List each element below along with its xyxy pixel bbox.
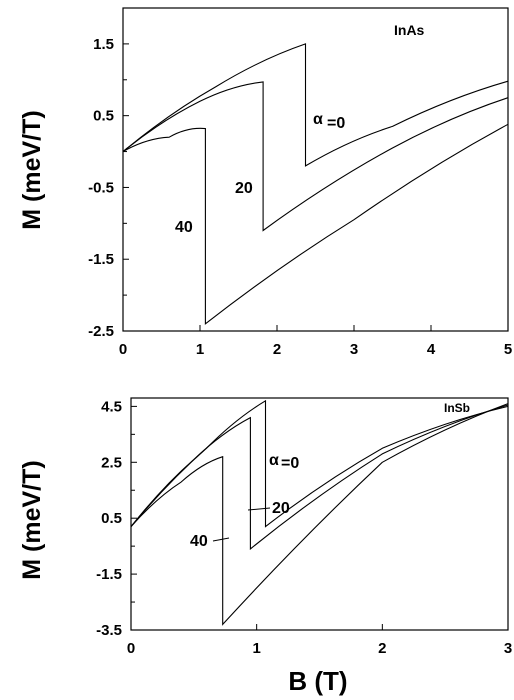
insb-curve-label-0: =0 bbox=[281, 455, 299, 472]
inas-y-tick-label: -1.5 bbox=[88, 251, 114, 268]
insb-y-tick-label: 2.5 bbox=[101, 454, 122, 471]
inas-ticks: 0 1 2 3 4 5 1.5 0.5 -0.5 -1.5 -2.5 bbox=[88, 36, 512, 358]
insb-x-tick-label: 3 bbox=[504, 640, 512, 657]
inas-curves bbox=[122, 43, 509, 325]
insb-ticks: 0 1 2 3 4.5 2.5 0.5 -1.5 -3.5 bbox=[96, 398, 512, 657]
insb-x-tick-label: 2 bbox=[378, 640, 386, 657]
insb-series-0 bbox=[130, 399, 509, 528]
inas-y-tick-label: -0.5 bbox=[88, 179, 114, 196]
inas-y-tick-label: -2.5 bbox=[88, 323, 114, 340]
inas-x-tick-label: 5 bbox=[504, 341, 512, 358]
inas-curve-label-20: 20 bbox=[235, 180, 253, 197]
x-axis-label: B (T) bbox=[288, 666, 347, 696]
insb-y-tick-label: -1.5 bbox=[96, 566, 122, 583]
insb-curves bbox=[130, 399, 509, 626]
inas-plot-frame bbox=[122, 7, 509, 332]
inas-material-label: InAs bbox=[394, 22, 425, 38]
inas-x-tick-label: 4 bbox=[427, 341, 436, 358]
inas-y-tick-label: 1.5 bbox=[93, 36, 114, 53]
inas-y-tick-label: 0.5 bbox=[93, 108, 114, 125]
inas-curve-label-40: 40 bbox=[175, 219, 193, 236]
insb-x-tick-label: 1 bbox=[252, 640, 260, 657]
insb-label-40-leader bbox=[212, 537, 230, 542]
inas-x-tick-label: 3 bbox=[350, 341, 358, 358]
inas-alpha-symbol: α bbox=[313, 111, 323, 128]
insb-chart: 0 1 2 3 4.5 2.5 0.5 -1.5 -3.5 M (meV/T) B (T) In… bbox=[18, 397, 512, 696]
inas-series-1 bbox=[122, 81, 509, 232]
inas-series-0 bbox=[122, 43, 509, 167]
insb-series-2 bbox=[130, 403, 509, 626]
insb-label-20-leader bbox=[247, 507, 271, 511]
insb-series-1 bbox=[130, 404, 509, 551]
insb-x-tick-label: 0 bbox=[127, 640, 135, 657]
inas-chart: 0 1 2 3 4 51.50.5-0.5-1.5-2.5 M (meV/T) InAs … bbox=[18, 7, 512, 358]
insb-material-label: InSb bbox=[444, 401, 470, 415]
insb-curve-label-40: 40 bbox=[190, 533, 208, 550]
insb-y-tick-label: -3.5 bbox=[96, 622, 122, 639]
insb-y-tick-label: 0.5 bbox=[101, 510, 122, 527]
insb-alpha-symbol: α bbox=[269, 452, 279, 469]
inas-x-tick-label: 2 bbox=[273, 341, 281, 358]
inas-curve-label-0: =0 bbox=[327, 115, 345, 132]
inas-x-tick-label: 0 bbox=[119, 341, 127, 358]
insb-y-axis-label: M (meV/T) bbox=[18, 460, 46, 579]
inas-y-axis-label: M (meV/T) bbox=[18, 110, 46, 229]
insb-plot-frame bbox=[130, 397, 509, 631]
insb-curve-label-20: 20 bbox=[272, 500, 290, 517]
insb-y-tick-label: 4.5 bbox=[101, 398, 122, 415]
inas-x-tick-label: 1 bbox=[196, 341, 204, 358]
inas-series-2 bbox=[122, 123, 509, 325]
